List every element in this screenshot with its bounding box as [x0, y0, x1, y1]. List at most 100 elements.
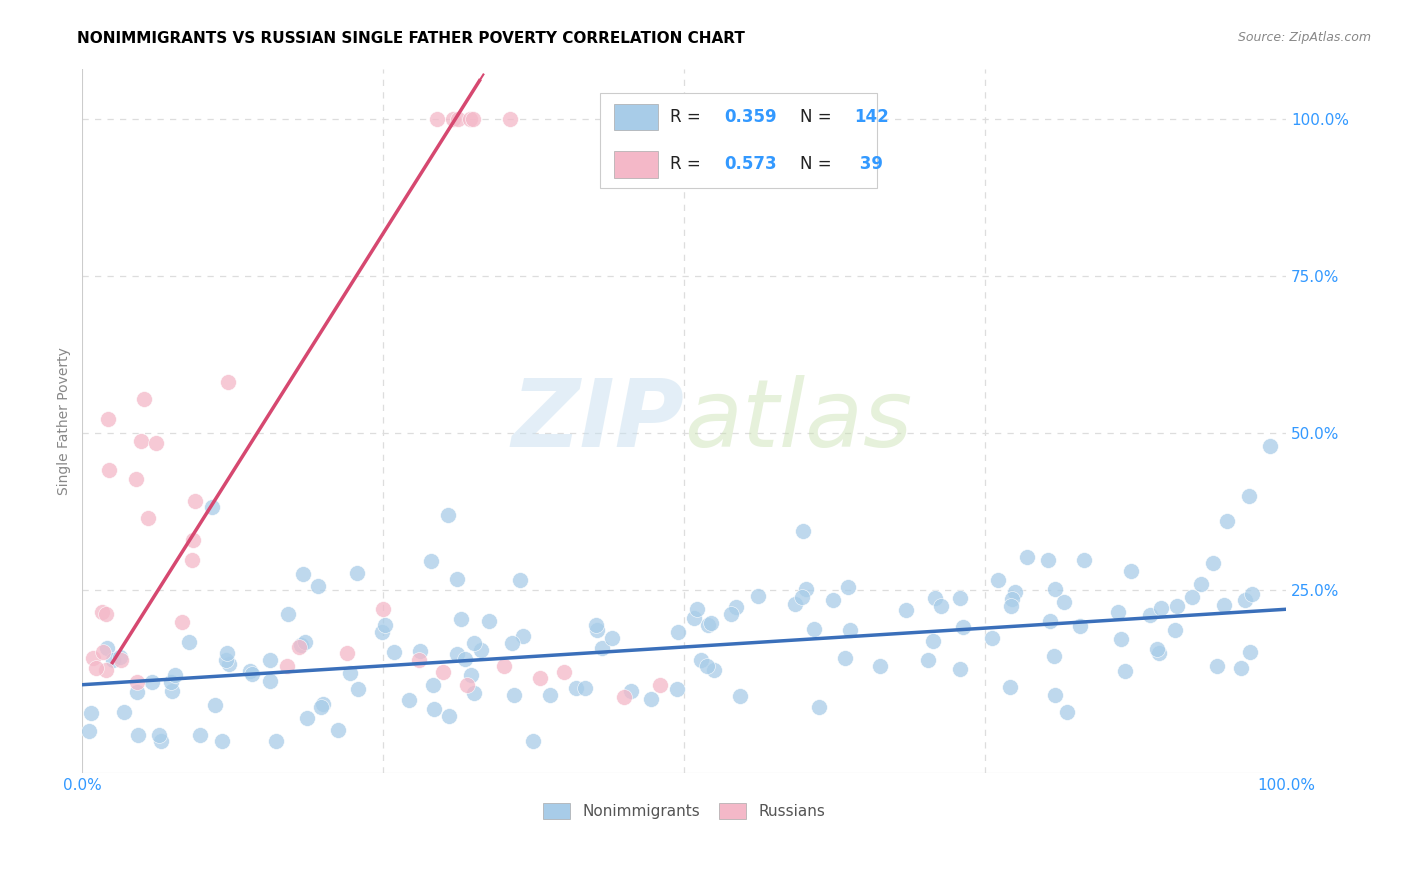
Point — [1202, 556, 1225, 570]
Legend: Nonimmigrants, Russians: Nonimmigrants, Russians — [537, 797, 831, 825]
Point — [136, 511, 159, 525]
Point — [311, 697, 333, 711]
Point — [125, 685, 148, 699]
Point — [922, 634, 945, 648]
Point — [1114, 664, 1136, 678]
Point — [460, 668, 482, 682]
Point — [239, 664, 262, 678]
Point — [1139, 608, 1161, 623]
Point — [620, 683, 643, 698]
Point — [730, 689, 752, 703]
FancyBboxPatch shape — [614, 103, 658, 130]
Point — [1004, 584, 1026, 599]
Point — [600, 632, 623, 646]
Point — [869, 659, 891, 673]
Point — [371, 625, 394, 640]
Point — [1150, 600, 1173, 615]
Point — [501, 636, 523, 650]
Point — [211, 734, 233, 748]
Point — [502, 688, 524, 702]
Point — [686, 601, 709, 615]
Point — [339, 665, 361, 680]
Point — [184, 494, 207, 508]
Point — [696, 659, 718, 673]
Point — [437, 508, 460, 522]
Point — [1000, 599, 1022, 613]
Point — [1206, 659, 1229, 673]
Point — [215, 653, 238, 667]
Point — [803, 622, 825, 636]
Point — [374, 618, 396, 632]
Text: 142: 142 — [853, 108, 889, 126]
Point — [409, 644, 432, 658]
Point — [432, 665, 454, 680]
Point — [591, 640, 613, 655]
Point — [700, 615, 723, 630]
Point — [295, 711, 318, 725]
Point — [292, 567, 315, 582]
Point — [1215, 514, 1237, 528]
Point — [613, 690, 636, 705]
Point — [648, 678, 671, 692]
Point — [127, 674, 149, 689]
Text: ZIP: ZIP — [512, 375, 685, 467]
Point — [1146, 641, 1168, 656]
Point — [276, 658, 298, 673]
Point — [512, 629, 534, 643]
Point — [450, 612, 472, 626]
Point — [204, 698, 226, 712]
Point — [574, 681, 596, 695]
Point — [492, 658, 515, 673]
Point — [218, 657, 240, 672]
Point — [172, 615, 194, 629]
Point — [447, 112, 470, 126]
Point — [132, 392, 155, 406]
Point — [346, 566, 368, 581]
Point — [458, 112, 481, 126]
Point — [307, 579, 329, 593]
Point — [290, 638, 312, 652]
Point — [1107, 605, 1129, 619]
Point — [1036, 553, 1059, 567]
Point — [149, 734, 172, 748]
Point — [441, 112, 464, 126]
Point — [1240, 586, 1263, 600]
Point — [94, 663, 117, 677]
Point — [240, 666, 263, 681]
Point — [463, 686, 485, 700]
Point — [129, 434, 152, 448]
Point — [215, 647, 238, 661]
Text: atlas: atlas — [685, 376, 912, 467]
Point — [1069, 618, 1091, 632]
Point — [96, 641, 118, 656]
Point — [585, 617, 607, 632]
Point — [1000, 680, 1022, 694]
Text: 0.359: 0.359 — [724, 108, 776, 126]
Point — [160, 683, 183, 698]
Point — [91, 606, 114, 620]
Point — [553, 665, 575, 680]
Point — [446, 647, 468, 661]
Point — [163, 668, 186, 682]
Point — [949, 662, 972, 676]
Point — [1239, 644, 1261, 658]
Point — [77, 724, 100, 739]
Point — [586, 623, 609, 637]
Point — [422, 678, 444, 692]
Text: R =: R = — [669, 155, 706, 173]
Point — [437, 709, 460, 723]
Point — [1181, 590, 1204, 604]
Point — [181, 552, 204, 566]
Point — [1056, 705, 1078, 719]
Point — [1239, 489, 1261, 503]
Point — [538, 688, 561, 702]
Point — [894, 603, 917, 617]
Point — [177, 635, 200, 649]
Point — [838, 623, 860, 637]
Point — [1039, 614, 1062, 628]
Point — [326, 723, 349, 738]
Point — [837, 580, 859, 594]
Point — [127, 728, 149, 742]
Point — [794, 582, 817, 596]
Point — [266, 734, 288, 748]
